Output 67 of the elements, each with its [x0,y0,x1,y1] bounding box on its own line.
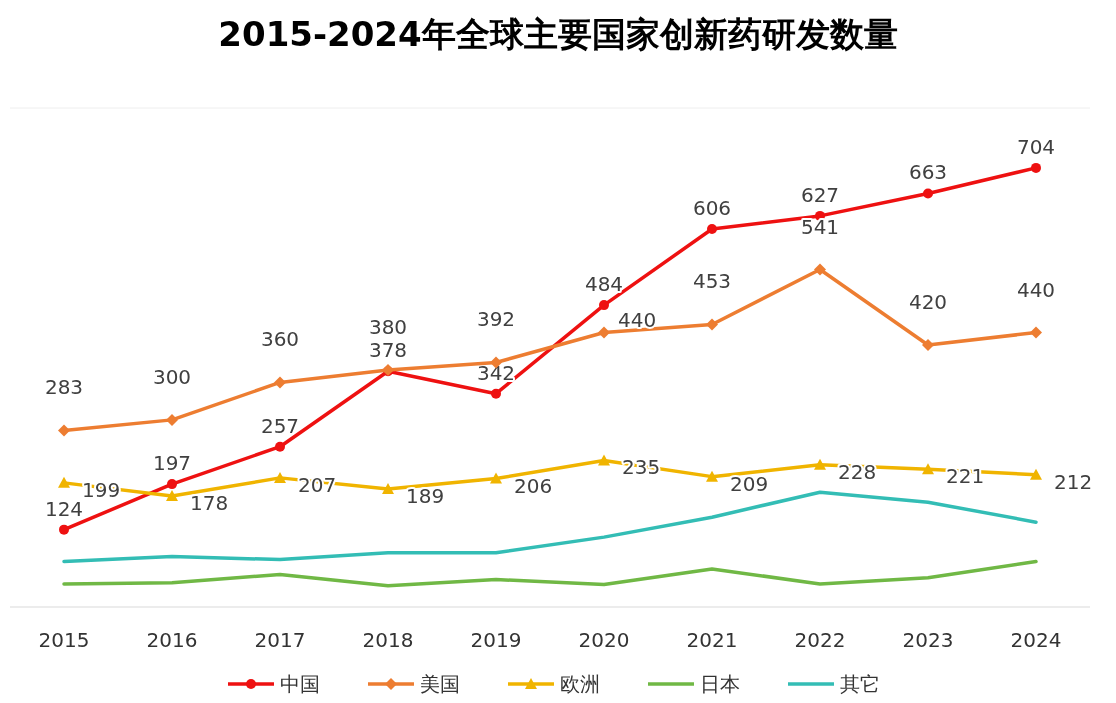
data-label: 704 [1016,134,1056,159]
data-label: 189 [406,484,445,509]
point [166,413,178,426]
legend-label: 其它 [840,672,880,696]
data-label: 453 [692,269,732,294]
x-tick-label: 2020 [578,628,630,652]
point [922,463,934,475]
data-label: 209 [730,471,769,496]
point [599,300,609,311]
point [814,263,826,276]
x-tick-label: 2017 [254,628,306,652]
point [706,470,718,482]
data-label: 257 [260,413,300,438]
data-label: 197 [152,451,192,476]
point [598,326,610,339]
data-label: 541 [800,214,840,239]
legend-label: 日本 [700,672,740,696]
point [1030,326,1042,339]
data-label: 440 [1016,277,1056,302]
legend-label: 欧洲 [560,672,600,696]
point [59,524,69,535]
point [58,424,70,437]
data-label: 124 [44,496,84,521]
point [706,318,718,331]
point [58,476,70,488]
data-label: 300 [152,364,192,389]
point [1030,468,1042,480]
point [923,188,933,199]
data-label: 663 [908,160,948,185]
x-tick-label: 2023 [902,628,954,652]
data-label: 606 [692,196,732,221]
point [167,479,177,490]
x-tick-label: 2015 [38,628,90,652]
x-tick-label: 2016 [146,628,198,652]
point [274,471,286,483]
legend-label: 美国 [420,672,460,696]
x-tick-label: 2022 [794,628,846,652]
data-label: 484 [584,272,624,297]
data-label: 283 [44,375,84,400]
data-label: 392 [476,307,516,332]
data-label: 206 [514,473,553,498]
point [274,376,286,389]
point [1031,162,1041,173]
point [275,441,285,452]
point [922,339,934,352]
x-tick-label: 2021 [686,628,738,652]
data-label: 342 [476,360,516,385]
data-label: 360 [260,327,300,352]
data-label: 627 [800,182,840,207]
point [382,483,394,495]
legend-label: 中国 [280,672,320,696]
data-label: 378 [368,338,408,363]
x-tick-label: 2018 [362,628,414,652]
data-label: 212 [1054,469,1093,494]
point [707,224,717,235]
point [491,388,501,399]
data-label: 380 [368,314,408,339]
point [814,458,826,470]
chart-title: 2015-2024年全球主要国家创新药研发数量 [218,14,898,54]
data-label: 440 [618,307,657,332]
point [166,489,178,501]
point [490,472,502,484]
data-label: 420 [908,290,948,315]
point [598,454,610,466]
x-tick-label: 2024 [1010,628,1062,652]
data-label: 178 [190,490,229,515]
x-tick-label: 2019 [470,628,522,652]
